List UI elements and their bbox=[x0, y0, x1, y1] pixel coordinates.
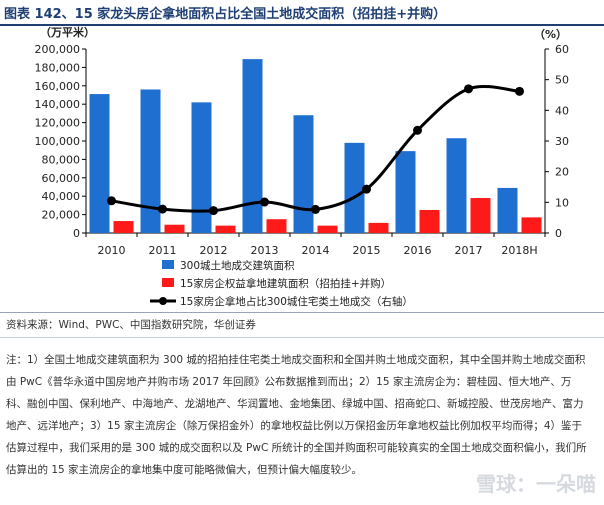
figure-title-bar: 图表 142、15 家龙头房企拿地面积占比全国土地成交面积（招拍挂+并购） bbox=[0, 0, 604, 24]
bar-top15 bbox=[215, 225, 236, 233]
bar-top15 bbox=[164, 224, 185, 233]
legend-swatch-total bbox=[162, 260, 174, 269]
bar-top15 bbox=[419, 210, 440, 233]
bar-total bbox=[242, 59, 263, 234]
left-tick-label: 120,000 bbox=[35, 117, 81, 130]
footnote-text: 注：1）全国土地成交建筑面积为 300 城的招拍挂住宅类土地成交面积和全国并购土… bbox=[6, 354, 587, 476]
x-tick-label: 2013 bbox=[251, 244, 279, 257]
left-tick-label: 100,000 bbox=[35, 135, 81, 148]
legend-marker-share bbox=[159, 297, 167, 305]
left-axis-unit: （万平米） bbox=[40, 26, 95, 39]
left-tick-label: 40,000 bbox=[42, 190, 81, 203]
bar-total bbox=[89, 94, 110, 233]
source-divider bbox=[0, 312, 604, 313]
x-tick-label: 2012 bbox=[200, 244, 228, 257]
right-tick-label: 20 bbox=[555, 166, 569, 179]
legend-label-top15: 15家房企权益拿地建筑面积（招拍挂+并购） bbox=[180, 277, 391, 290]
x-tick-label: 2010 bbox=[98, 244, 126, 257]
bar-top15 bbox=[317, 225, 338, 233]
left-tick-label: 160,000 bbox=[35, 80, 81, 93]
line-point bbox=[209, 206, 218, 216]
note-divider bbox=[0, 337, 604, 338]
legend-swatch-top15 bbox=[162, 278, 174, 287]
chart-area: 0 20,000 40,000 60,000 80,000 100,000 120,000 1… bbox=[0, 25, 604, 312]
right-tick-label: 0 bbox=[555, 227, 562, 240]
line-point bbox=[362, 184, 371, 194]
bar-total bbox=[140, 89, 161, 233]
x-tick-label: 2017 bbox=[455, 244, 483, 257]
x-tick-label: 2015 bbox=[353, 244, 381, 257]
line-point bbox=[107, 196, 116, 206]
source-text: 资料来源：Wind、PWC、中国指数研究院，华创证券 bbox=[6, 319, 256, 331]
line-point bbox=[515, 86, 524, 96]
line-point bbox=[413, 125, 422, 135]
title-divider bbox=[0, 24, 604, 26]
left-tick-label: 0 bbox=[73, 227, 80, 240]
bar-top15 bbox=[113, 221, 134, 233]
left-tick-label: 200,000 bbox=[35, 43, 81, 56]
bar-total bbox=[293, 115, 314, 233]
right-tick-label: 60 bbox=[555, 43, 569, 56]
left-tick-label: 60,000 bbox=[42, 172, 81, 185]
bar-total bbox=[344, 142, 365, 233]
bar-total bbox=[191, 102, 212, 233]
right-tick-label: 30 bbox=[555, 135, 569, 148]
left-tick-label: 20,000 bbox=[42, 209, 81, 222]
left-tick-label: 180,000 bbox=[35, 61, 81, 74]
line-point bbox=[311, 204, 320, 214]
left-tick-label: 80,000 bbox=[42, 153, 81, 166]
right-tick-label: 50 bbox=[555, 74, 569, 87]
right-axis-unit: （%） bbox=[534, 28, 567, 41]
line-point bbox=[158, 204, 167, 214]
x-tick-label: 2018H bbox=[501, 244, 537, 257]
right-tick-label: 10 bbox=[555, 196, 569, 209]
bar-top15 bbox=[521, 217, 542, 233]
line-point bbox=[464, 84, 473, 94]
chart-title: 图表 142、15 家龙头房企拿地面积占比全国土地成交面积（招拍挂+并购） bbox=[4, 7, 447, 22]
x-tick-label: 2016 bbox=[404, 244, 432, 257]
line-point bbox=[260, 197, 269, 207]
bar-top15 bbox=[470, 198, 491, 233]
bar-total bbox=[497, 187, 518, 233]
legend-label-share: 15家房企拿地占比300城住宅类土地成交（右轴） bbox=[180, 295, 413, 308]
x-tick-label: 2011 bbox=[149, 244, 177, 257]
bar-total bbox=[446, 138, 467, 233]
bar-top15 bbox=[266, 219, 287, 233]
legend-label-total: 300城土地成交建筑面积 bbox=[180, 259, 295, 272]
watermark-text: 雪球：一朵喵 bbox=[476, 472, 596, 496]
bar-top15 bbox=[368, 222, 389, 233]
left-tick-label: 140,000 bbox=[35, 98, 81, 111]
bar-total bbox=[395, 151, 416, 233]
chart-svg: 0 20,000 40,000 60,000 80,000 100,000 120,000 1… bbox=[35, 25, 570, 308]
x-tick-label: 2014 bbox=[302, 244, 330, 257]
right-tick-label: 40 bbox=[555, 104, 569, 117]
